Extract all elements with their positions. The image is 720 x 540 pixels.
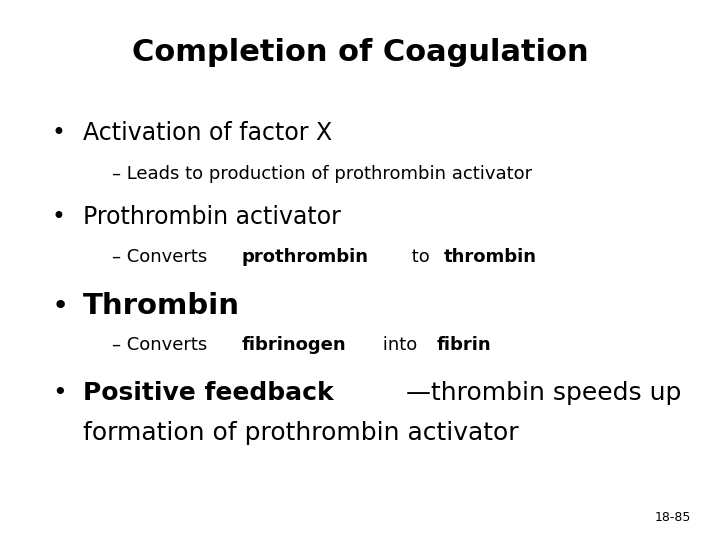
Text: •: • (52, 205, 66, 229)
Text: —thrombin speeds up: —thrombin speeds up (406, 381, 682, 404)
Text: Positive feedback: Positive feedback (83, 381, 333, 404)
Text: – Converts: – Converts (112, 336, 212, 354)
Text: •: • (52, 122, 66, 145)
Text: – Converts: – Converts (112, 248, 212, 266)
Text: formation of prothrombin activator: formation of prothrombin activator (83, 421, 518, 445)
Text: Prothrombin activator: Prothrombin activator (83, 205, 341, 229)
Text: Activation of factor X: Activation of factor X (83, 122, 332, 145)
Text: to: to (406, 248, 436, 266)
Text: 18-85: 18-85 (654, 511, 691, 524)
Text: fibrin: fibrin (436, 336, 491, 354)
Text: prothrombin: prothrombin (242, 248, 369, 266)
Text: Completion of Coagulation: Completion of Coagulation (132, 38, 588, 67)
Text: – Leads to production of prothrombin activator: – Leads to production of prothrombin act… (112, 165, 532, 183)
Text: thrombin: thrombin (444, 248, 537, 266)
Text: •: • (52, 292, 69, 320)
Text: •: • (52, 381, 66, 404)
Text: into: into (377, 336, 423, 354)
Text: fibrinogen: fibrinogen (242, 336, 346, 354)
Text: Thrombin: Thrombin (83, 292, 240, 320)
